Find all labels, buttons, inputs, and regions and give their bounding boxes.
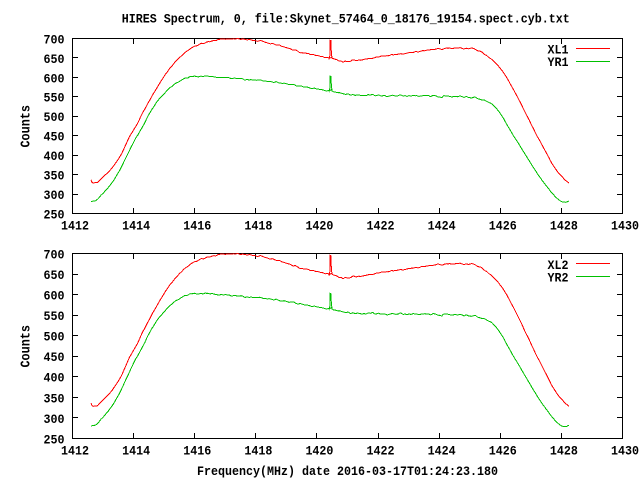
svg-text:550: 550 (44, 309, 65, 324)
svg-text:1424: 1424 (428, 444, 456, 459)
svg-text:400: 400 (44, 149, 65, 164)
svg-text:600: 600 (44, 71, 65, 86)
svg-text:1416: 1416 (183, 444, 211, 459)
svg-text:550: 550 (44, 91, 65, 106)
svg-text:HIRES Spectrum, 0, file:Skynet: HIRES Spectrum, 0, file:Skynet_57464_0_1… (122, 12, 570, 27)
svg-text:1414: 1414 (122, 444, 150, 459)
svg-text:XL2: XL2 (548, 258, 569, 273)
svg-text:600: 600 (44, 289, 65, 304)
svg-text:XL1: XL1 (548, 42, 569, 57)
svg-text:250: 250 (44, 207, 65, 222)
svg-text:700: 700 (44, 32, 65, 47)
svg-text:650: 650 (44, 52, 65, 67)
svg-text:1418: 1418 (244, 219, 272, 234)
svg-text:1412: 1412 (61, 444, 89, 459)
svg-text:1426: 1426 (489, 444, 517, 459)
svg-text:650: 650 (44, 268, 65, 283)
svg-text:1428: 1428 (550, 444, 578, 459)
svg-text:1428: 1428 (550, 219, 578, 234)
svg-text:1424: 1424 (428, 219, 456, 234)
svg-text:1412: 1412 (61, 219, 89, 234)
svg-text:700: 700 (44, 247, 65, 262)
svg-text:YR2: YR2 (548, 270, 569, 285)
svg-text:1422: 1422 (367, 444, 395, 459)
svg-text:1420: 1420 (305, 444, 333, 459)
svg-text:500: 500 (44, 330, 65, 345)
svg-text:400: 400 (44, 371, 65, 386)
svg-text:1430: 1430 (611, 444, 639, 459)
svg-text:1422: 1422 (367, 219, 395, 234)
svg-text:1414: 1414 (122, 219, 150, 234)
svg-text:350: 350 (44, 391, 65, 406)
svg-text:500: 500 (44, 110, 65, 125)
svg-text:1416: 1416 (183, 219, 211, 234)
svg-text:450: 450 (44, 350, 65, 365)
svg-text:250: 250 (44, 432, 65, 447)
svg-text:300: 300 (44, 188, 65, 203)
svg-text:Counts: Counts (18, 325, 34, 368)
svg-text:1418: 1418 (244, 444, 272, 459)
svg-text:Counts: Counts (18, 105, 34, 148)
svg-text:Frequency(MHz) date 2016-03-17: Frequency(MHz) date 2016-03-17T01:24:23.… (197, 464, 498, 479)
svg-text:1430: 1430 (611, 219, 639, 234)
svg-text:1420: 1420 (305, 219, 333, 234)
svg-text:450: 450 (44, 130, 65, 145)
svg-text:YR1: YR1 (548, 55, 569, 70)
svg-text:350: 350 (44, 169, 65, 184)
svg-text:300: 300 (44, 412, 65, 427)
svg-text:1426: 1426 (489, 219, 517, 234)
